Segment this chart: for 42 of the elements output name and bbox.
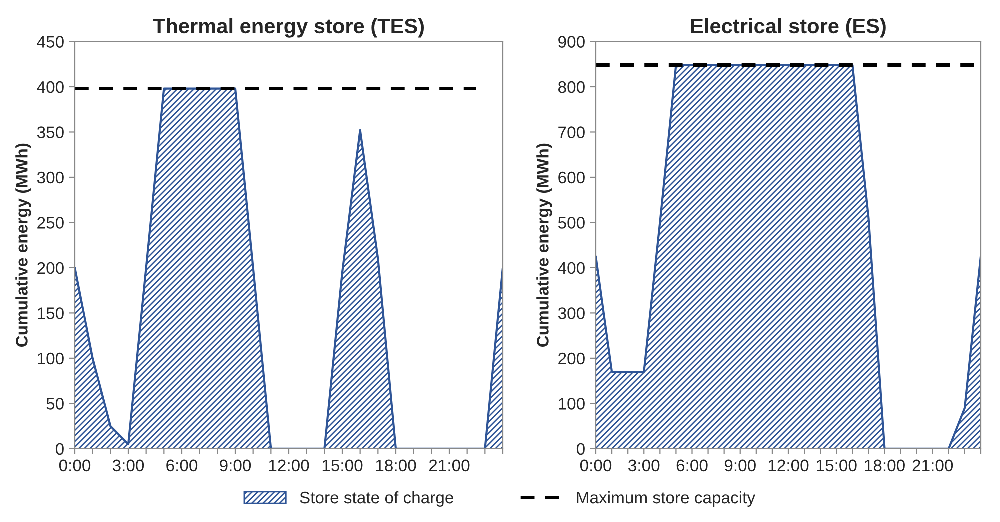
y-tick-label: 450 [37, 36, 64, 48]
y-tick-label: 200 [38, 262, 64, 274]
y-tick-label: 100 [559, 398, 585, 410]
y-tick-label: 400 [558, 262, 585, 274]
chart-title: Thermal energy store (TES) [153, 18, 424, 38]
x-tick-label: 9:00 [220, 460, 252, 472]
x-tick-label: 6:00 [166, 460, 198, 472]
x-tick-label: 21:00 [429, 460, 470, 472]
y-tick-label: 800 [558, 81, 585, 94]
x-tick-label: 18:00 [376, 460, 416, 472]
legend-label: Store state of charge [300, 491, 454, 507]
x-tick-label: 15:00 [817, 460, 857, 472]
x-tick-label: 12:00 [269, 460, 310, 472]
y-tick-label: 50 [46, 398, 64, 410]
y-tick-label: 100 [38, 352, 64, 365]
x-tick-label: 15:00 [322, 460, 363, 472]
x-tick-label: 3:00 [112, 460, 144, 472]
y-tick-label: 300 [37, 172, 64, 184]
y-tick-label: 250 [38, 217, 64, 229]
x-tick-label: 21:00 [912, 460, 954, 472]
x-tick-label: 3:00 [628, 460, 660, 472]
y-tick-label: 0 [576, 443, 585, 456]
y-axis-title: Cumulative energy (MWh) [16, 144, 32, 347]
legend-label: Maximum store capacity [577, 491, 756, 507]
chart-title: Electrical store (ES) [691, 18, 886, 38]
y-tick-label: 0 [56, 443, 64, 456]
y-tick-label: 500 [558, 217, 585, 229]
y-tick-label: 200 [558, 352, 585, 365]
y-tick-label: 700 [558, 126, 585, 138]
x-tick-label: 6:00 [676, 460, 708, 472]
y-tick-label: 350 [37, 126, 64, 138]
y-tick-label: 900 [558, 36, 585, 48]
x-tick-label: 0:00 [59, 460, 91, 472]
y-tick-label: 600 [558, 172, 585, 184]
x-tick-label: 12:00 [768, 460, 809, 472]
y-axis-title: Cumulative energy (MWh) [536, 144, 552, 347]
x-tick-label: 18:00 [865, 460, 905, 472]
y-tick-label: 150 [38, 308, 64, 320]
y-tick-label: 300 [558, 308, 585, 320]
x-tick-label: 0:00 [580, 460, 612, 472]
y-tick-label: 400 [37, 81, 64, 94]
x-tick-label: 9:00 [724, 460, 756, 472]
